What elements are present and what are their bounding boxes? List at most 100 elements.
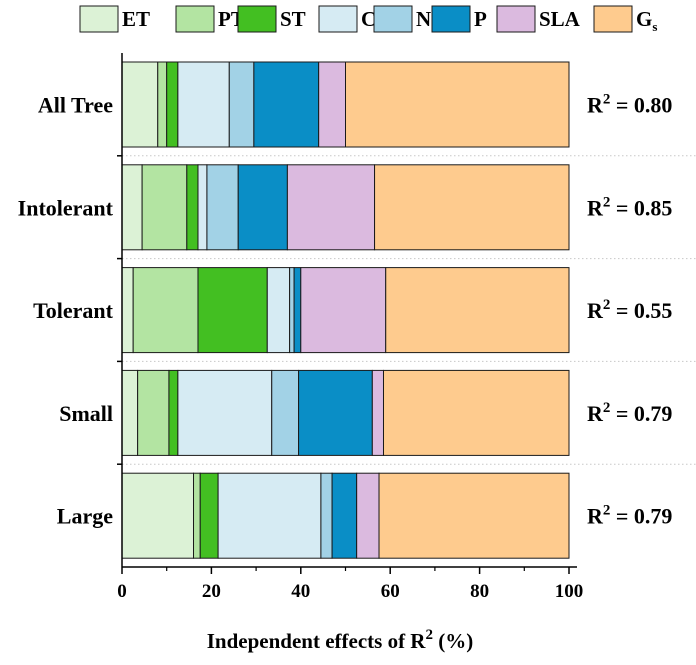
x-axis-title-main: Independent effects of R — [207, 629, 427, 653]
legend-label-main: G — [636, 7, 652, 31]
bars — [121, 61, 570, 559]
legend-item-st: ST — [237, 5, 306, 33]
bar-segment-p — [331, 472, 358, 559]
legend-label: ET — [122, 7, 150, 31]
x-axis-title-sup: 2 — [425, 627, 433, 643]
legend-item-n: N — [373, 5, 431, 33]
r2-label: R2 = 0.79 — [587, 503, 672, 529]
bar-segment-c — [177, 369, 273, 456]
bar-segment-gs — [385, 267, 570, 354]
bar-segment-st — [186, 164, 199, 251]
r2-label-sup: 2 — [603, 400, 611, 416]
bar-segment-gs — [345, 61, 570, 148]
legend-swatch — [593, 5, 633, 33]
legend-label: ST — [280, 7, 306, 31]
legend-item-c: C — [318, 5, 376, 33]
bar-segment-sla — [356, 472, 380, 559]
r2-label-prefix: R — [587, 298, 604, 323]
r2-label-prefix: R — [587, 504, 604, 529]
legend-label: Gs — [636, 7, 657, 34]
bar-segment-pt — [141, 164, 188, 251]
legend-label: C — [361, 7, 376, 31]
bar-segment-sla — [300, 267, 387, 354]
legend-label-sub: s — [652, 19, 657, 34]
x-tick-label: 100 — [555, 581, 584, 602]
legend-label-main: P — [474, 7, 487, 31]
bar-segment-c — [266, 267, 291, 354]
x-tick-label: 60 — [381, 581, 400, 602]
legend-swatch — [237, 5, 277, 33]
bar-segment-st — [166, 61, 179, 148]
legend-label: SLA — [539, 7, 581, 31]
r2-label: R2 = 0.79 — [587, 400, 672, 426]
bar-segment-st — [168, 369, 179, 456]
legend-swatch — [318, 5, 358, 33]
bar-segment-p — [253, 61, 320, 148]
bar-segment-st — [197, 267, 268, 354]
r2-label-suffix: = 0.80 — [610, 93, 672, 118]
legend-label-main: ET — [122, 7, 150, 31]
x-tick-label: 80 — [470, 581, 489, 602]
legend: ET PT ST C N P SLA Gs — [79, 5, 657, 34]
bar-segment-et — [121, 164, 143, 251]
bar-segment-pt — [157, 61, 168, 148]
r2-label-sup: 2 — [603, 92, 611, 108]
r2-label-suffix: = 0.55 — [610, 298, 672, 323]
x-tick-label: 0 — [117, 581, 127, 602]
row-separators — [122, 155, 696, 465]
r2-label-suffix: = 0.79 — [610, 401, 672, 426]
bar-segment-gs — [374, 164, 570, 251]
legend-swatch — [373, 5, 413, 33]
r2-label-suffix: = 0.85 — [610, 195, 672, 220]
bar-segment-c — [177, 61, 230, 148]
legend-label-main: N — [416, 7, 431, 31]
r2-label: R2 = 0.80 — [587, 92, 672, 118]
bar-segment-gs — [378, 472, 570, 559]
bar-segment-gs — [382, 369, 570, 456]
y-tick-label: Tolerant — [33, 298, 114, 323]
bar-segment-n — [228, 61, 255, 148]
r2-label-prefix: R — [587, 195, 604, 220]
x-tick-label: 40 — [291, 581, 310, 602]
r2-label: R2 = 0.55 — [587, 297, 672, 323]
bar-segment-et — [121, 472, 195, 559]
bar-segment-n — [206, 164, 239, 251]
legend-swatch — [175, 5, 215, 33]
bar-segment-c — [197, 164, 208, 251]
bar-segment-p — [237, 164, 288, 251]
bar-segment-n — [271, 369, 300, 456]
y-tick-label: Large — [57, 504, 113, 529]
bar-segment-et — [121, 61, 159, 148]
y-tick-labels: All Tree Intolerant Tolerant Small Large — [18, 93, 114, 529]
legend-item-et: ET — [79, 5, 150, 33]
y-tick-label: All Tree — [38, 93, 113, 118]
y-tick-label: Small — [59, 401, 113, 426]
r2-label-sup: 2 — [603, 194, 611, 210]
bar-segment-sla — [371, 369, 384, 456]
bar-segment-sla — [286, 164, 376, 251]
bar-segment-p — [293, 267, 302, 354]
legend-item-gs: Gs — [593, 5, 657, 34]
legend-label: N — [416, 7, 431, 31]
bar-segment-pt — [137, 369, 170, 456]
x-axis-title: Independent effects of R2 (%) — [207, 627, 473, 653]
legend-item-pt: PT — [175, 5, 245, 33]
legend-swatch — [79, 5, 119, 33]
bar-segment-pt — [132, 267, 199, 354]
bar-segment-sla — [318, 61, 346, 148]
r2-label-suffix: = 0.79 — [610, 504, 672, 529]
bar-segment-n — [289, 267, 295, 354]
r2-label-sup: 2 — [603, 297, 611, 313]
legend-swatch — [496, 5, 536, 33]
axes: 0 20 40 60 80 100 — [117, 53, 583, 602]
r2-label-prefix: R — [587, 93, 604, 118]
r2-label-sup: 2 — [603, 503, 611, 519]
legend-swatch — [431, 5, 471, 33]
bar-segment-st — [199, 472, 219, 559]
x-tick-label: 20 — [202, 581, 221, 602]
bar-segment-et — [121, 267, 134, 354]
legend-label: P — [474, 7, 487, 31]
bar-segment-pt — [193, 472, 201, 559]
